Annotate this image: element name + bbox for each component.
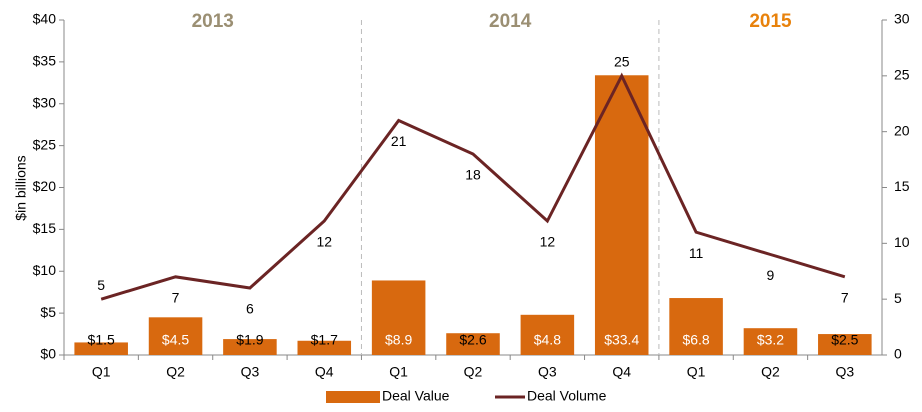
line-value-label: 5 [97,277,105,293]
y2-tick-label: 20 [894,122,910,138]
x-tick-label: Q3 [835,364,854,380]
y-tick-label: $10 [33,262,57,278]
y2-tick-label: 25 [894,67,910,83]
y2-tick-label: 30 [894,11,910,27]
bar [818,334,872,355]
bar-value-label: $1.7 [311,332,338,348]
line-value-label: 7 [841,290,849,306]
y2-tick-label: 0 [894,346,902,362]
line-value-label: 11 [689,245,704,261]
bar-value-label: $4.8 [534,332,561,348]
y2-tick-label: 15 [894,178,910,194]
bar-value-label: $1.9 [236,332,263,348]
bar [743,328,798,355]
bar [223,339,277,355]
x-tick-label: Q1 [687,364,706,380]
line-value-label: 6 [246,301,254,317]
y-tick-label: $5 [40,304,56,320]
line-value-label: 25 [614,54,630,70]
bar [446,333,500,355]
bar-value-label: $2.5 [831,332,858,348]
line-value-label: 12 [316,234,332,250]
legend-label: Deal Volume [527,388,607,404]
bar-value-label: $33.4 [604,332,639,348]
bar-value-label: $4.5 [162,332,189,348]
line [100,72,846,301]
bar [297,340,352,355]
y2-tick-label: 5 [894,290,902,306]
y-tick-label: $25 [33,136,57,152]
bar-value-label: $1.5 [88,332,115,348]
y-tick-label: $15 [33,220,57,236]
line-value-label: 9 [767,267,775,283]
y-tick-label: $20 [33,178,57,194]
x-tick-label: Q1 [389,364,408,380]
bar-value-label: $3.2 [757,332,784,348]
x-tick-label: Q1 [92,364,111,380]
bar [148,317,203,355]
year-label: 2014 [489,11,532,32]
bar [371,280,426,355]
bar-value-label: $2.6 [459,332,486,348]
bar-value-label: $6.8 [682,332,709,348]
bar [594,75,649,356]
bar [520,314,575,355]
y-tick-label: $0 [40,346,56,362]
bar-value-label: $8.9 [385,332,412,348]
legend-swatch [326,391,380,403]
y-tick-label: $30 [33,94,57,110]
year-label: 2015 [749,11,792,32]
bar [74,342,128,355]
line-value-label: 18 [465,167,481,183]
x-tick-label: Q2 [761,364,780,380]
year-label: 2013 [192,11,234,32]
y-tick-label: $35 [33,53,57,69]
y-axis-title: $in billions [13,155,29,220]
legend-label: Deal Value [382,388,450,404]
x-tick-label: Q4 [612,364,631,380]
x-tick-label: Q4 [315,364,334,380]
line-value-label: 7 [172,290,180,306]
x-tick-label: Q2 [166,364,185,380]
x-tick-label: Q2 [464,364,483,380]
line-value-label: 21 [391,133,407,149]
y-tick-label: $40 [33,11,57,27]
bar [669,298,723,355]
x-tick-label: Q3 [241,364,260,380]
line-value-label: 12 [540,234,556,250]
y2-tick-label: 10 [894,234,910,250]
x-tick-label: Q3 [538,364,557,380]
